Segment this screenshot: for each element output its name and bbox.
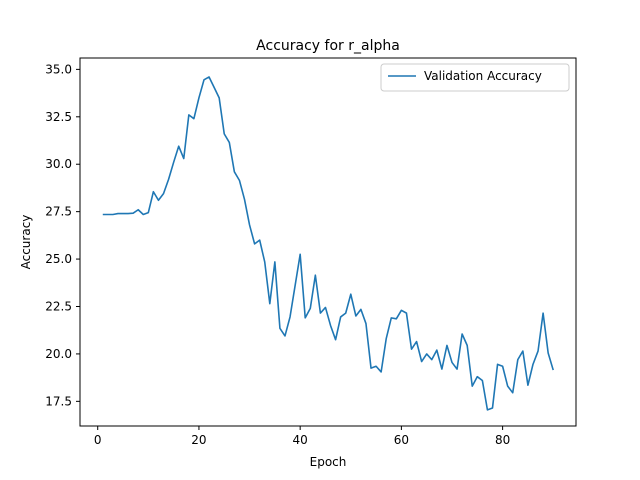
- y-tick-label: 22.5: [45, 299, 72, 313]
- plot-frame: [79, 57, 577, 427]
- x-tick-label: 0: [94, 433, 102, 447]
- x-tick-label: 80: [495, 433, 510, 447]
- x-tick-label: 40: [293, 433, 308, 447]
- x-axis-label: Epoch: [310, 455, 347, 469]
- legend-label: Validation Accuracy: [424, 69, 542, 83]
- y-tick-label: 20.0: [45, 347, 72, 361]
- y-tick-label: 17.5: [45, 394, 72, 408]
- x-tick-label: 60: [394, 433, 409, 447]
- y-tick-label: 27.5: [45, 205, 72, 219]
- legend: Validation Accuracy: [380, 63, 570, 92]
- y-tick-label: 25.0: [45, 252, 72, 266]
- x-axis-ticks: 0 20 40 60 80: [94, 426, 510, 447]
- chart-title: Accuracy for r_alpha: [256, 38, 400, 54]
- series-line-validation-accuracy: [102, 76, 554, 411]
- y-axis-ticks: 17.5 20.0 22.5 25.0 27.5 30.0 32.5 35.0: [45, 62, 80, 408]
- y-axis-label: Accuracy: [19, 215, 33, 270]
- legend-box: [380, 63, 570, 92]
- y-tick-label: 32.5: [45, 110, 72, 124]
- y-tick-label: 35.0: [45, 62, 72, 76]
- x-tick-label: 20: [191, 433, 206, 447]
- y-tick-label: 30.0: [45, 157, 72, 171]
